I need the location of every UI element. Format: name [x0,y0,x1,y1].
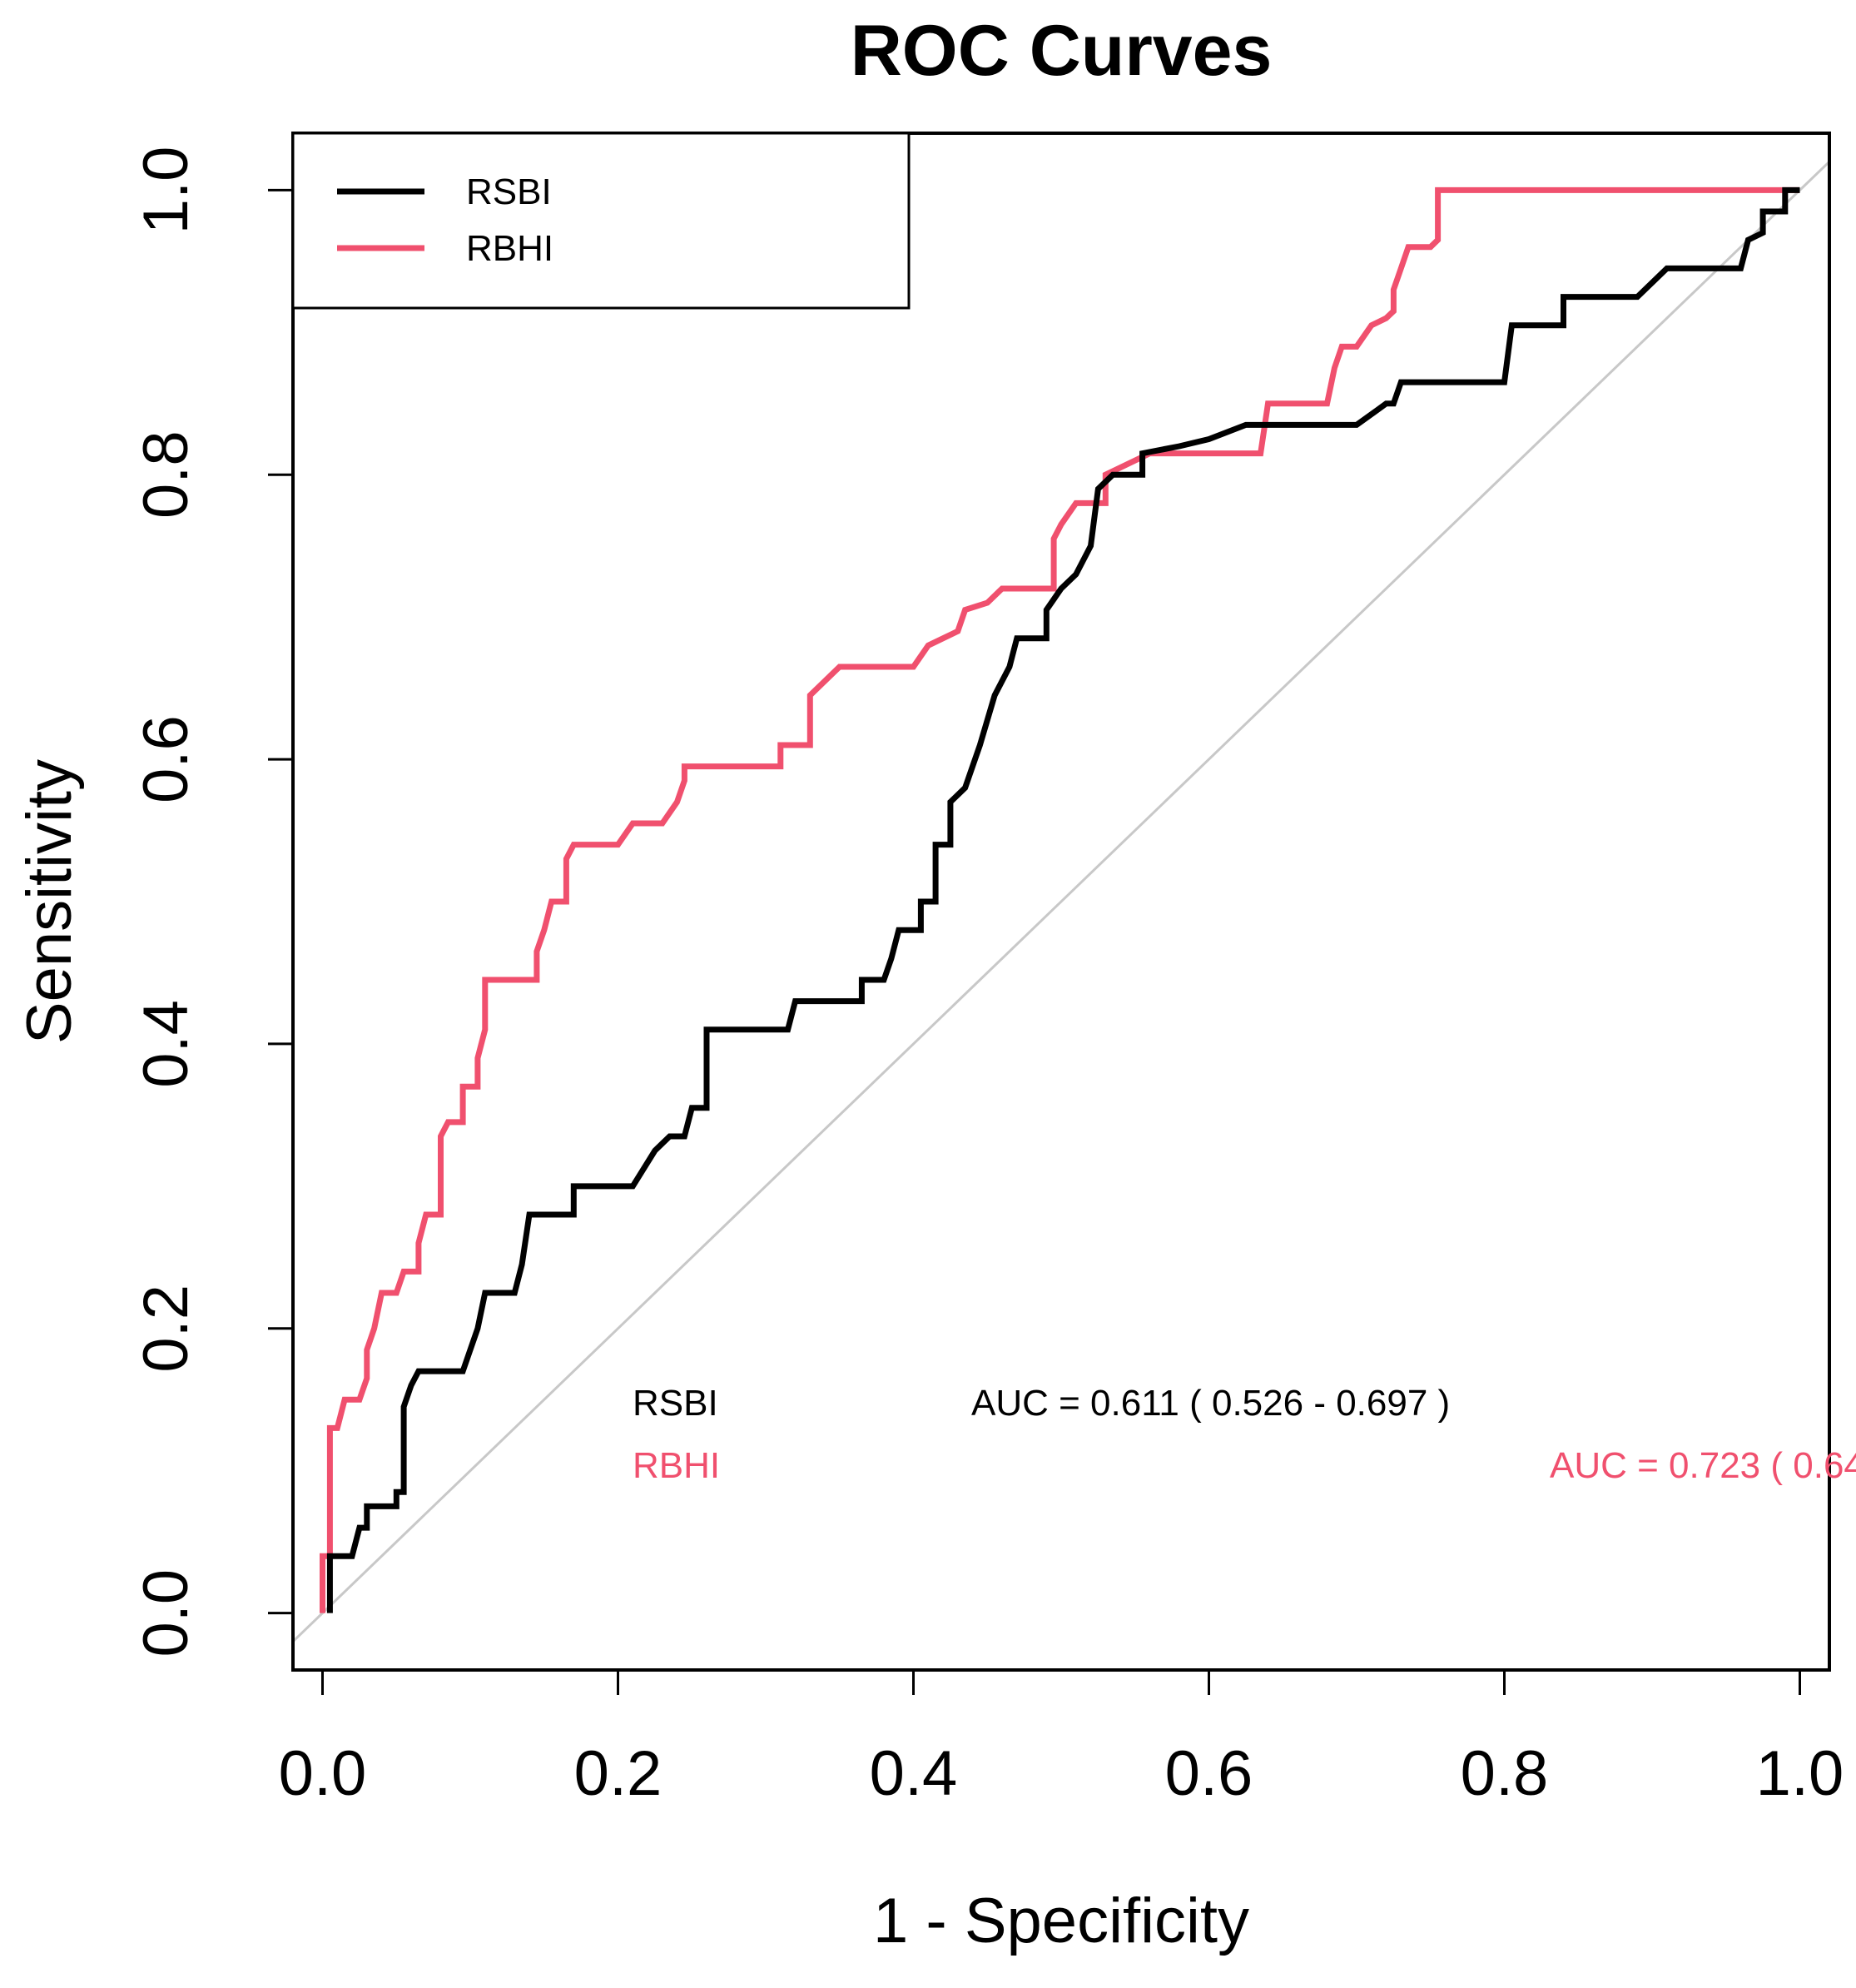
x-tick-label: 0.8 [1461,1738,1549,1809]
auc-annotations: RSBI AUC = 0.611 ( 0.526 - 0.697 ) RBHI AUC… [633,1383,1856,1486]
series-line-rbhi [320,186,1800,1613]
y-tick-label: 0.4 [131,1000,201,1088]
x-tick-label: 0.2 [574,1738,663,1809]
series-line-rsbi [326,186,1800,1613]
chart-title: ROC Curves [851,11,1273,91]
x-tick-label: 0.4 [870,1738,958,1809]
y-tick-label: 1.0 [131,147,201,235]
legend-box [291,132,911,310]
x-axis-label: 1 - Specificity [873,1886,1249,1956]
reference-diagonal [291,161,1831,1643]
y-axis-label: Sensitivity [14,759,85,1044]
x-axis: 0.0 0.2 0.4 0.6 0.8 1.0 [279,1668,1844,1809]
legend-label-rsbi: RSBI [466,171,552,212]
x-tick-label: 0.0 [279,1738,367,1809]
y-tick-label: 0.0 [131,1569,201,1657]
y-tick-label: 0.8 [131,430,201,519]
auc-value-rsbi: AUC = 0.611 ( 0.526 - 0.697 ) [971,1383,1450,1424]
y-tick-label: 0.2 [131,1285,201,1373]
y-tick-label: 0.6 [131,715,201,803]
auc-series-name-rsbi: RSBI [633,1383,718,1424]
x-tick-label: 1.0 [1756,1738,1844,1809]
auc-series-name-rbhi: RBHI [633,1445,720,1486]
x-tick-label: 0.6 [1165,1738,1253,1809]
legend: RSBI RBHI [291,132,911,310]
legend-label-rbhi: RBHI [466,228,553,269]
auc-value-rbhi: AUC = 0.723 ( 0.645 - 0.802 ) [1550,1445,1856,1486]
y-axis: 0.0 0.2 0.4 0.6 0.8 1.0 [131,147,295,1657]
